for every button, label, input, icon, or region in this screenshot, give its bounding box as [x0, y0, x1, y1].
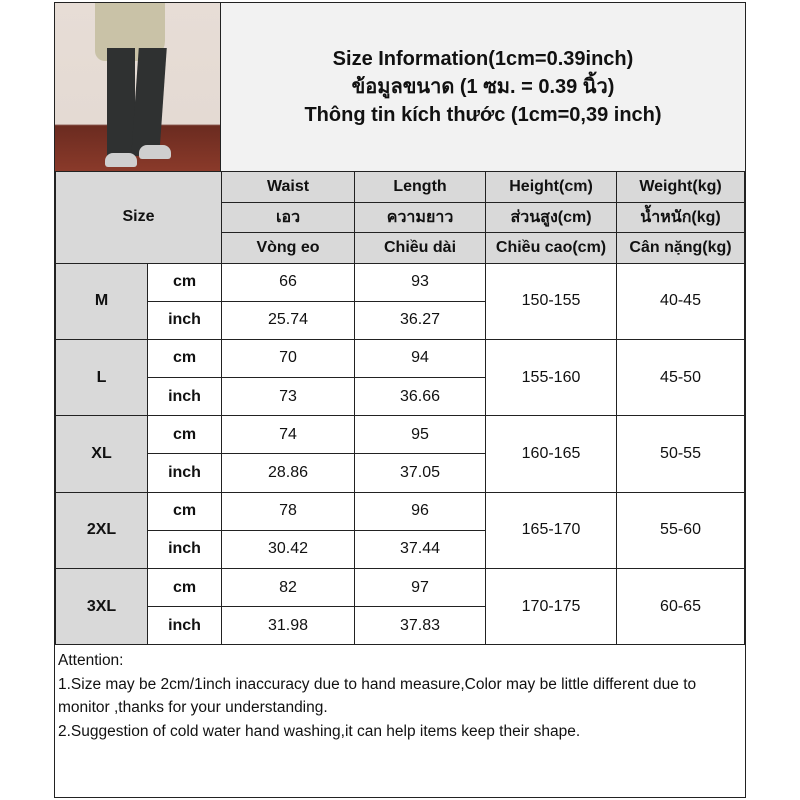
header-weight-en: Weight(kg): [616, 171, 746, 203]
attention-line: 1.Size may be 2cm/1inch inaccuracy due t…: [58, 675, 697, 717]
attention-heading: Attention:: [58, 652, 124, 669]
weight-cell: 55-60: [616, 491, 746, 570]
title-vietnamese: Thông tin kích thước (1cm=0,39 inch): [304, 104, 662, 126]
unit-cell: inch: [146, 606, 223, 646]
waist-cell: 70: [221, 338, 356, 379]
size-header: Size: [54, 171, 223, 264]
title-thai: ข้อมูลขนาด (1 ซม. = 0.39 นิ้ว): [351, 76, 615, 98]
table-row: inch 28.86 37.05: [56, 453, 745, 493]
height-cell: 150-155: [485, 262, 618, 340]
unit-cell: inch: [146, 300, 223, 340]
table-row: 3XL cm 82 97 170-175 60-65: [55, 567, 746, 646]
header-height-th: ส่วนสูง(cm): [485, 201, 618, 233]
weight-cell: 60-65: [616, 567, 746, 646]
size-cell: XL: [55, 415, 148, 493]
table-row: M cm 66 93 150-155 40-45: [55, 262, 746, 340]
header-height-vi: Chiều cao(cm): [485, 232, 618, 264]
shoe-left: [105, 153, 137, 167]
length-cell: 37.44: [354, 529, 487, 570]
length-cell: 94: [354, 338, 487, 379]
header-height-en: Height(cm): [485, 171, 618, 203]
unit-cell: inch: [146, 453, 223, 493]
header-waist-vi: Vòng eo: [221, 232, 356, 264]
unit-cell: inch: [146, 529, 223, 570]
pants-leg-left: [107, 48, 135, 156]
waist-cell: 74: [221, 415, 356, 455]
header-length-th: ความยาว: [354, 201, 487, 233]
height-cell: 165-170: [485, 491, 618, 570]
header-weight-th: น้ำหนัก(kg): [616, 201, 746, 233]
height-cell: 170-175: [485, 567, 618, 646]
unit-cell: cm: [146, 262, 223, 302]
height-cell: 155-160: [485, 338, 618, 417]
attention-notes: Attention: 1.Size may be 2cm/1inch inacc…: [55, 645, 745, 797]
size-cell: M: [55, 262, 148, 340]
weight-cell: 40-45: [616, 262, 746, 340]
waist-cell: 31.98: [221, 606, 356, 646]
length-cell: 37.83: [354, 606, 487, 646]
table-row: 2XL cm 78 96 165-170 55-60: [55, 491, 746, 570]
unit-cell: cm: [146, 338, 223, 379]
height-cell: 160-165: [485, 415, 618, 493]
waist-cell: 25.74: [221, 300, 356, 340]
size-table: Size Waist Length Height(cm) Weight(kg) …: [54, 171, 746, 646]
header-waist-th: เอว: [221, 201, 356, 233]
length-cell: 37.05: [354, 453, 487, 493]
size-cell: 3XL: [55, 567, 148, 646]
waist-cell: 28.86: [221, 453, 356, 493]
table-row: inch 30.42 37.44: [56, 529, 745, 570]
table-row: inch 73 36.66: [56, 377, 745, 417]
weight-cell: 50-55: [616, 415, 746, 493]
size-cell: L: [55, 338, 148, 417]
table-row: inch 31.98 37.83: [56, 606, 745, 646]
length-cell: 36.66: [354, 377, 487, 417]
length-cell: 95: [354, 415, 487, 455]
waist-cell: 82: [221, 567, 356, 608]
table-row: inch 25.74 36.27: [56, 300, 745, 340]
product-photo: [55, 3, 221, 171]
header-row: เอว ความยาว ส่วนสูง(cm) น้ำหนัก(kg): [56, 201, 746, 233]
pants-leg-right: [131, 48, 167, 156]
unit-cell: cm: [146, 491, 223, 531]
title-block: Size Information(1cm=0.39inch) ข้อมูลขนา…: [221, 3, 745, 171]
header-length-vi: Chiều dài: [354, 232, 487, 264]
waist-cell: 66: [221, 262, 356, 302]
size-cell: 2XL: [55, 491, 148, 570]
header-row: Size Waist Length Height(cm) Weight(kg): [54, 171, 746, 264]
header-length-en: Length: [354, 171, 487, 203]
table-row: XL cm 74 95 160-165 50-55: [55, 415, 746, 493]
title-english: Size Information(1cm=0.39inch): [332, 48, 634, 70]
shoe-right: [139, 145, 171, 159]
length-cell: 93: [354, 262, 487, 302]
length-cell: 97: [354, 567, 487, 608]
length-cell: 96: [354, 491, 487, 531]
unit-cell: cm: [146, 567, 223, 608]
unit-cell: inch: [146, 377, 223, 417]
length-cell: 36.27: [354, 300, 487, 340]
weight-cell: 45-50: [616, 338, 746, 417]
waist-cell: 73: [221, 377, 356, 417]
unit-cell: cm: [146, 415, 223, 455]
attention-line: 2.Suggestion of cold water hand washing,…: [58, 722, 581, 740]
header-weight-vi: Cân nặng(kg): [616, 232, 746, 264]
header-row: Vòng eo Chiều dài Chiều cao(cm) Cân nặng…: [56, 232, 746, 264]
size-chart: Size Information(1cm=0.39inch) ข้อมูลขนา…: [54, 2, 746, 798]
header-waist-en: Waist: [221, 171, 356, 203]
waist-cell: 78: [221, 491, 356, 531]
waist-cell: 30.42: [221, 529, 356, 570]
table-row: L cm 70 94 155-160 45-50: [55, 338, 746, 417]
